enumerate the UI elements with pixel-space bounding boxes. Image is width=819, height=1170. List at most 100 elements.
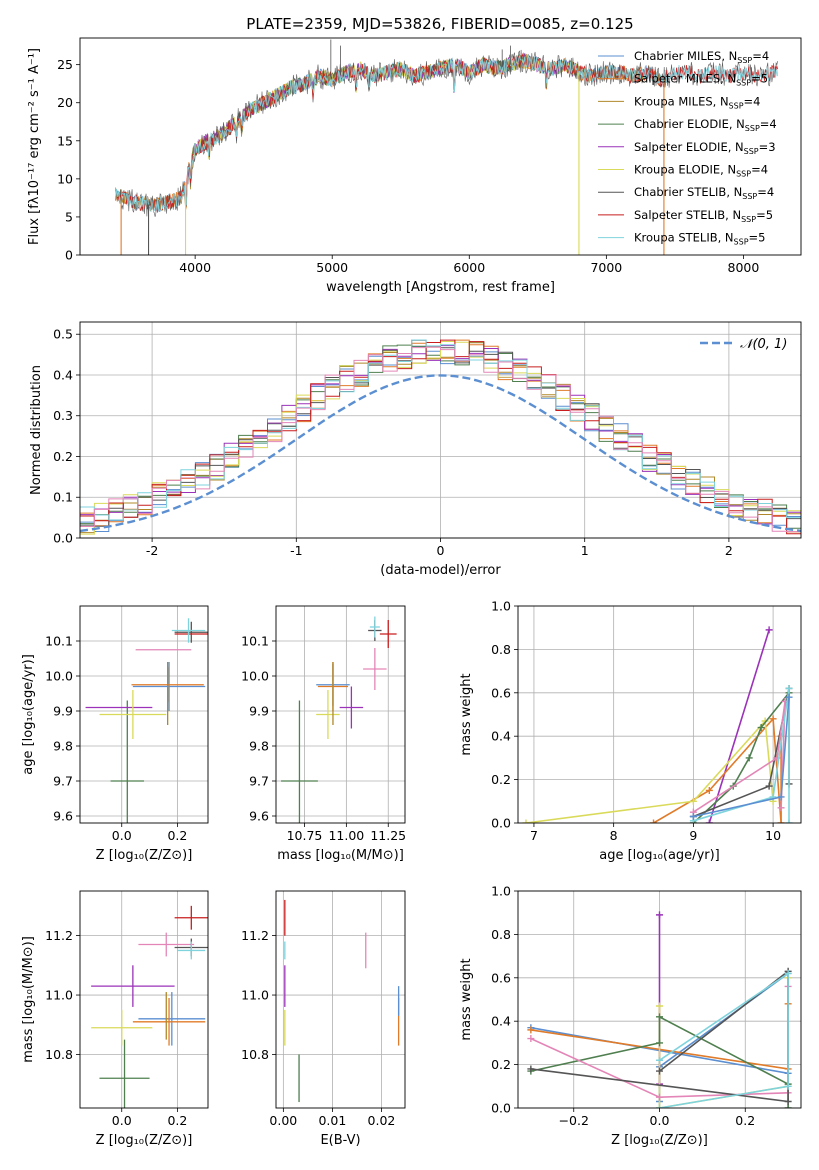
weight-marker — [765, 626, 773, 634]
legend-label: Salpeter STELIB, NSSP=5 — [634, 208, 773, 224]
x-tick-label: −0.2 — [559, 1113, 589, 1128]
weight-marker — [650, 819, 658, 823]
weight-marker — [769, 715, 777, 723]
weight-marker — [656, 1067, 663, 1075]
weight-marker — [705, 819, 713, 823]
legend-label: Chabrier MILES, NSSP=4 — [634, 49, 769, 65]
x-tick-label: 0.0 — [112, 828, 132, 843]
x-tick-label: 0.2 — [735, 1113, 755, 1128]
y-tick-label: 10.0 — [45, 669, 73, 684]
axes-frame — [517, 890, 802, 1109]
weight-marker — [785, 819, 793, 823]
x-tick-label: 0.01 — [318, 1113, 346, 1128]
x-tick-label: 0.0 — [650, 1113, 670, 1128]
axes-frame — [517, 605, 802, 824]
x-axis-label: mass [log₁₀(M/M⊙)] — [277, 848, 404, 863]
legend-label: 𝒩(0, 1) — [740, 337, 787, 352]
axes-frame — [275, 605, 406, 824]
y-tick-label: 0.8 — [491, 642, 511, 657]
x-tick-label: 0.2 — [167, 828, 187, 843]
weight-marker — [785, 684, 793, 692]
axes-frame — [275, 890, 406, 1109]
weight-marker — [656, 1093, 663, 1101]
y-axis-label: Normed distribution — [29, 365, 44, 495]
legend: 𝒩(0, 1) — [700, 337, 787, 352]
y-tick-label: 9.7 — [249, 774, 269, 789]
x-tick-label: 2 — [725, 543, 733, 558]
axes-frame — [79, 321, 802, 539]
panel-age_vs_Z: 0.0 0.2 9.6 9.7 9.8 9.9 10.0 10.1 Z [log₁₀(Z/Z⊙)… — [21, 605, 209, 863]
legend-label: Chabrier ELODIE, NSSP=4 — [634, 117, 777, 133]
y-axis-label: Flux [fλ10⁻¹⁷ erg cm⁻² s⁻¹ A⁻¹] — [27, 48, 42, 245]
plot-area-age_vs_mass — [281, 616, 397, 823]
y-tick-label: 10.8 — [45, 1047, 73, 1062]
panel-age_vs_mass: 10.75 11.00 11.25 9.6 9.7 9.8 9.9 10.0 10.1 mass … — [241, 605, 406, 863]
plot-area-mass_vs_ebv — [284, 899, 400, 1103]
x-tick-label: 7000 — [590, 260, 622, 275]
x-tick-label: 10 — [765, 828, 781, 843]
y-tick-label: 0.2 — [491, 1057, 511, 1072]
y-tick-label: 0.4 — [491, 729, 511, 744]
weight-series-line — [692, 701, 786, 813]
legend-label: Kroupa MILES, NSSP=4 — [634, 94, 760, 110]
x-tick-label: 8 — [610, 828, 618, 843]
y-tick-label: 0.4 — [53, 367, 73, 382]
y-tick-label: 10.8 — [241, 1047, 269, 1062]
y-axis-label: mass [log₁₀(M/M⊙)] — [21, 936, 36, 1063]
x-tick-label: 0 — [437, 543, 445, 558]
y-tick-label: 0.6 — [491, 970, 511, 985]
y-tick-label: 20 — [57, 95, 73, 110]
axes-frame — [79, 37, 802, 256]
x-tick-label: 8000 — [728, 260, 760, 275]
x-tick-label: 9 — [689, 828, 697, 843]
x-tick-label: 1 — [581, 543, 589, 558]
x-axis-label: (data-model)/error — [380, 563, 501, 578]
x-tick-label: 10.75 — [287, 828, 323, 843]
y-tick-label: 9.9 — [53, 704, 73, 719]
legend-label: Kroupa ELODIE, NSSP=4 — [634, 163, 768, 179]
y-tick-label: 11.0 — [45, 988, 73, 1003]
axes-frame — [79, 890, 209, 1109]
weight-series-line — [658, 977, 789, 1108]
y-tick-label: 9.8 — [53, 739, 73, 754]
weight-marker — [785, 693, 793, 701]
y-tick-label: 9.6 — [53, 809, 73, 824]
y-tick-label: 0.6 — [491, 685, 511, 700]
x-tick-label: 7 — [530, 828, 538, 843]
x-tick-label: 0.2 — [167, 1113, 187, 1128]
legend-label: Kroupa STELIB, NSSP=5 — [634, 231, 765, 247]
y-tick-label: 0.2 — [491, 772, 511, 787]
y-tick-label: 0.2 — [53, 449, 73, 464]
panel-residuals: -2 -1 0 1 2 0.0 0.1 0.2 0.3 0.4 0.5 (data-model)/er… — [29, 321, 802, 578]
x-tick-label: -1 — [290, 543, 302, 558]
weight-series-line — [693, 688, 790, 823]
y-tick-label: 11.2 — [241, 928, 269, 943]
histogram-series — [80, 339, 801, 521]
x-tick-label: 11.00 — [328, 828, 364, 843]
weight-marker — [656, 1002, 663, 1010]
y-tick-label: 10.1 — [45, 634, 73, 649]
figure-title: PLATE=2359, MJD=53826, FIBERID=0085, z=0… — [246, 15, 633, 33]
legend-label: Chabrier STELIB, NSSP=4 — [634, 185, 774, 201]
weight-marker — [656, 911, 663, 919]
weight-marker — [522, 819, 530, 823]
y-tick-label: 10.0 — [241, 669, 269, 684]
weight-marker — [784, 1097, 792, 1105]
x-tick-label: -2 — [146, 543, 158, 558]
x-axis-label: Z [log₁₀(Z/Z⊙)] — [611, 1133, 708, 1148]
plot-area-age_vs_Z — [85, 618, 208, 823]
legend-label: Salpeter ELODIE, NSSP=3 — [634, 140, 776, 156]
axes-frame — [79, 605, 209, 824]
x-tick-label: 4000 — [179, 260, 211, 275]
y-tick-label: 15 — [57, 133, 73, 148]
weight-marker — [705, 786, 713, 794]
y-tick-label: 5 — [65, 209, 73, 224]
weight-marker — [656, 1013, 663, 1021]
panel-mass_vs_ebv: 0.00 0.01 0.02 10.8 11.0 11.2 E(B-V) — [241, 890, 406, 1148]
weight-marker — [765, 782, 773, 790]
x-tick-label: 0.02 — [368, 1113, 396, 1128]
weight-series-line — [525, 719, 774, 823]
weight-marker — [656, 1039, 663, 1047]
y-tick-label: 0 — [65, 248, 73, 263]
